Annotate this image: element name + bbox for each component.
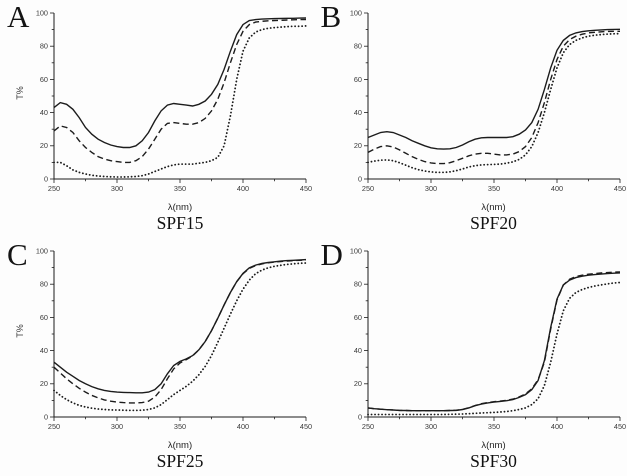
- svg-text:400: 400: [550, 184, 562, 193]
- svg-text:300: 300: [111, 422, 123, 431]
- x-axis-label: λ(nm): [167, 440, 193, 451]
- svg-text:450: 450: [613, 422, 625, 431]
- svg-text:20: 20: [353, 379, 361, 388]
- chart-spf15: 250 300 350 400 450 0 20 40 60 80 100: [36, 8, 312, 193]
- svg-text:100: 100: [36, 8, 48, 17]
- svg-text:20: 20: [40, 141, 48, 150]
- x-axis-label: λ(nm): [167, 202, 193, 213]
- svg-text:80: 80: [353, 42, 361, 51]
- chart-spf30: 250 300 350 400 450 0 20 40 60 80 100: [349, 246, 625, 431]
- svg-text:250: 250: [48, 184, 60, 193]
- panel-letter-b: B: [320, 0, 342, 34]
- panel-letter-a: A: [7, 0, 30, 34]
- panel-letter-d: D: [320, 237, 343, 272]
- svg-text:40: 40: [40, 346, 48, 355]
- svg-text:400: 400: [237, 422, 249, 431]
- x-axis-label: λ(nm): [481, 440, 506, 451]
- chart-spf25: 250 300 350 400 450 0 20 40 60 80 100: [36, 246, 312, 431]
- svg-text:350: 350: [487, 184, 499, 193]
- panel-b-spf20: B 250 300 350 400 450 0 20 40 60 80 100 λ(nm) SPF2…: [314, 0, 627, 238]
- panel-d-spf30: D 250 300 350 400 450 0 20 40 60 80 100 λ(nm) SPF3…: [314, 237, 627, 476]
- svg-text:0: 0: [357, 174, 361, 183]
- svg-text:350: 350: [487, 422, 499, 431]
- svg-text:450: 450: [300, 184, 312, 193]
- svg-text:450: 450: [613, 184, 625, 193]
- svg-text:40: 40: [353, 108, 361, 117]
- svg-text:400: 400: [237, 184, 249, 193]
- svg-text:60: 60: [40, 313, 48, 322]
- svg-text:300: 300: [424, 184, 436, 193]
- svg-text:0: 0: [44, 174, 48, 183]
- svg-text:100: 100: [349, 246, 361, 255]
- panel-title-spf30: SPF30: [470, 451, 517, 471]
- svg-text:0: 0: [44, 412, 48, 421]
- panel-title-spf15: SPF15: [156, 213, 204, 233]
- svg-text:0: 0: [357, 412, 361, 421]
- panel-letter-c: C: [7, 237, 28, 272]
- x-axis-label: λ(nm): [481, 202, 506, 213]
- svg-text:400: 400: [550, 422, 562, 431]
- panel-c-spf25: C T% 250 300 350 400 450 0 20 40 60 80 100 λ(nm) S…: [0, 237, 314, 476]
- svg-text:60: 60: [353, 75, 361, 84]
- svg-text:350: 350: [174, 422, 186, 431]
- svg-text:20: 20: [40, 379, 48, 388]
- svg-text:250: 250: [361, 184, 373, 193]
- svg-text:350: 350: [174, 184, 186, 193]
- svg-text:40: 40: [40, 108, 48, 117]
- svg-text:250: 250: [361, 422, 373, 431]
- svg-text:20: 20: [353, 141, 361, 150]
- svg-text:250: 250: [48, 422, 60, 431]
- panel-title-spf20: SPF20: [470, 213, 517, 233]
- chart-spf20: 250 300 350 400 450 0 20 40 60 80 100: [349, 8, 625, 193]
- svg-text:80: 80: [353, 280, 361, 289]
- svg-text:300: 300: [111, 184, 123, 193]
- svg-text:60: 60: [40, 75, 48, 84]
- svg-text:300: 300: [424, 422, 436, 431]
- svg-text:100: 100: [349, 8, 361, 17]
- svg-text:100: 100: [36, 246, 48, 255]
- panel-title-spf25: SPF25: [156, 451, 204, 471]
- svg-text:40: 40: [353, 346, 361, 355]
- svg-text:80: 80: [40, 42, 48, 51]
- svg-text:450: 450: [300, 422, 312, 431]
- svg-text:80: 80: [40, 280, 48, 289]
- svg-text:60: 60: [353, 313, 361, 322]
- panel-a-spf15: A T% 250 300 350 400 450 0 20 40 60 80 100 λ(nm) S…: [0, 0, 314, 238]
